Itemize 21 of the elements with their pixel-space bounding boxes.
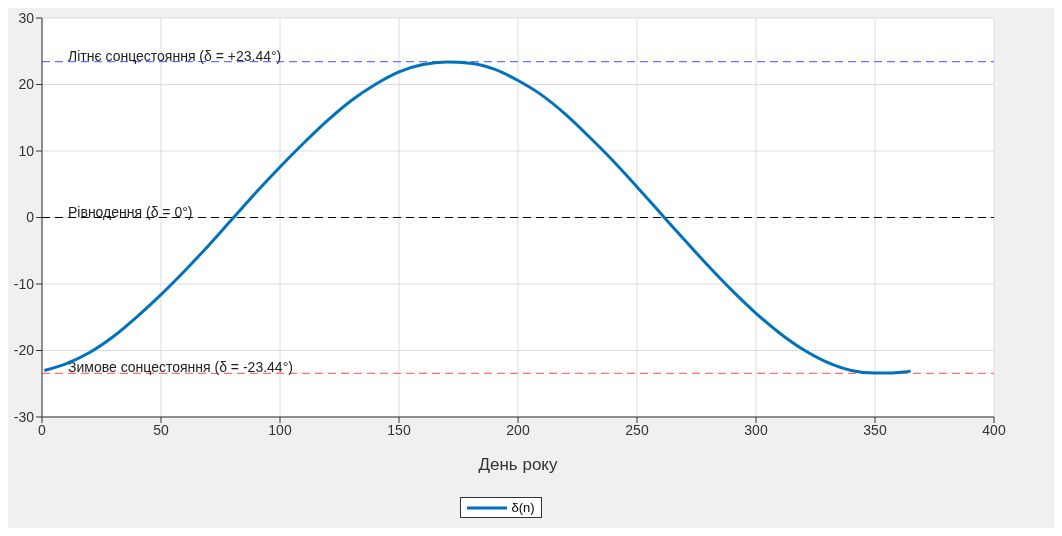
x-tick-label: 50 (153, 421, 169, 438)
y-tick-label: 30 (18, 9, 35, 26)
y-tick-label: -10 (13, 275, 35, 292)
y-tick-label: -30 (13, 408, 35, 425)
x-tick-label: 150 (387, 421, 411, 438)
y-tick-label: -20 (13, 342, 35, 359)
x-tick-label: 350 (863, 421, 887, 438)
x-tick-label: 0 (38, 421, 47, 438)
x-tick-label: 400 (982, 421, 1006, 438)
ref-line-label: Зимове сонцестояння (δ = -23.44°) (68, 359, 293, 376)
x-tick-label: 100 (268, 421, 292, 438)
x-tick-label: 200 (506, 421, 530, 438)
ref-line-label: Рівнодення (δ = 0°) (68, 203, 193, 220)
ref-line-label: Літнє сонцестояння (δ = +23.44°) (68, 47, 282, 64)
y-tick-label: 0 (26, 209, 35, 226)
y-tick-label: 10 (18, 142, 35, 159)
x-tick-label: 300 (744, 421, 768, 438)
legend-label: δ(n) (511, 500, 535, 515)
y-tick-label: 20 (18, 76, 35, 93)
x-tick-label: 250 (625, 421, 649, 438)
x-axis-title: День року (478, 455, 558, 475)
